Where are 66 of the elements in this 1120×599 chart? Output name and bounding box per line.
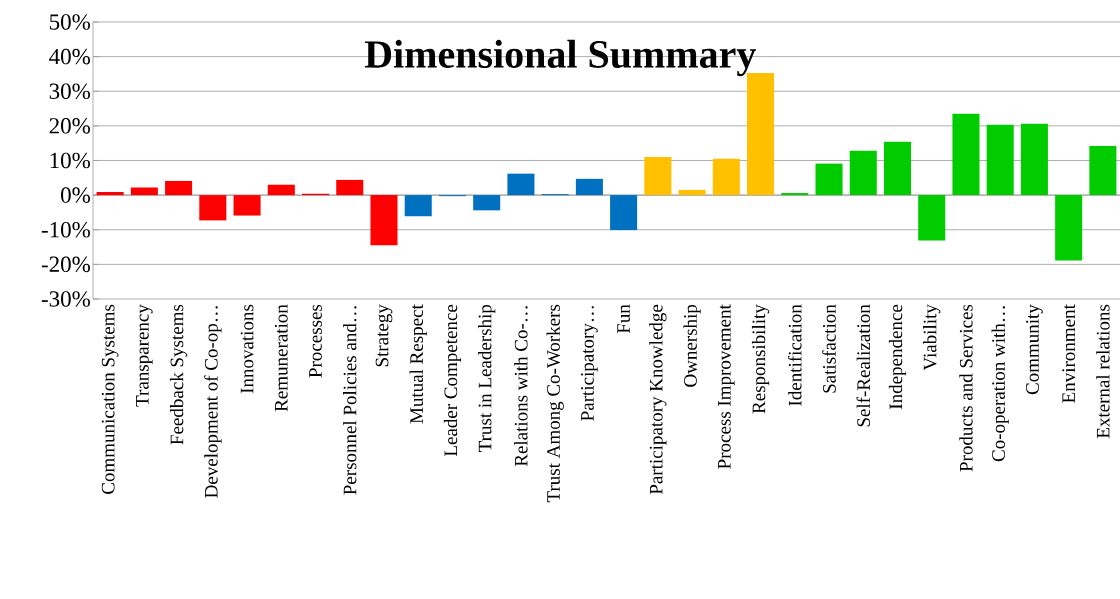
x-tick-label: Trust Among Co-Workers	[546, 304, 564, 503]
x-tick-label: Independence	[888, 304, 907, 409]
y-tick-label: -20%	[41, 256, 91, 273]
x-tick-label: Process Improvement	[718, 304, 735, 469]
bar	[644, 157, 672, 196]
x-tick-label: Satisfaction	[822, 304, 836, 393]
x-tick-label: Processes	[309, 304, 322, 378]
x-tick-label: Participatory…	[581, 306, 598, 421]
bar	[986, 124, 1014, 196]
x-tick-label: Ownership	[683, 304, 701, 387]
x-tick-label: Transparency	[136, 304, 153, 407]
x-tick-label: Environment	[1062, 304, 1076, 403]
bar	[781, 193, 809, 196]
x-tick-label: Co-operation with…	[991, 306, 1009, 462]
x-tick-label: Communication Systems	[101, 304, 119, 494]
bar	[473, 195, 501, 211]
bar	[233, 195, 261, 216]
bar	[96, 192, 124, 196]
x-tick-label: Personnel Policies and…	[343, 306, 357, 495]
y-tick-label: 0%	[61, 187, 91, 203]
x-tick-label: Responsibility	[751, 304, 770, 414]
bar	[336, 179, 364, 196]
y-tick-label: 30%	[49, 83, 91, 100]
bar	[815, 163, 843, 196]
bar	[883, 141, 912, 196]
x-tick-label: Identification	[788, 304, 802, 406]
bar	[712, 158, 740, 196]
bar	[849, 150, 877, 196]
x-tick-label: Community	[1026, 304, 1043, 395]
y-tick-label: 50%	[50, 14, 91, 30]
bar	[1089, 145, 1117, 196]
x-tick-label: Remuneration	[274, 304, 288, 412]
x-tick-label: Trust in Leadership	[478, 304, 496, 452]
bar	[507, 173, 535, 196]
x-tick-label: Feedback Systems	[169, 304, 188, 445]
x-tick-label: Development of Co-op…	[204, 306, 222, 498]
bar	[267, 184, 295, 196]
bar	[165, 180, 193, 196]
x-tick-label: Viability	[923, 304, 941, 371]
bar	[370, 195, 398, 246]
bar	[1020, 123, 1048, 196]
x-tick-label: Strategy	[375, 304, 393, 367]
bar	[404, 195, 432, 217]
x-tick-label: Self-Realization	[856, 304, 871, 427]
x-tick-label: Mutual Respect	[409, 304, 427, 424]
y-tick-label: -30%	[41, 291, 91, 307]
bar	[1055, 195, 1083, 261]
x-tick-label: Relations with Co-…	[514, 306, 528, 467]
bar	[575, 178, 603, 196]
x-tick-label: Products and Services	[959, 304, 973, 472]
y-tick-label: 10%	[50, 152, 91, 169]
y-tick-label: 40%	[49, 48, 91, 65]
chart-title: Dimensional Summary	[364, 39, 756, 77]
y-tick-label: -10%	[41, 221, 91, 238]
bar	[610, 195, 638, 231]
x-tick-label: Participatory Knowledge	[649, 304, 667, 495]
bar	[678, 189, 706, 196]
y-tick-label: 20%	[49, 118, 91, 134]
x-tick-label: External relations	[1096, 304, 1110, 439]
bar	[952, 113, 980, 196]
bar	[130, 187, 158, 196]
bar	[918, 195, 946, 241]
x-tick-label: Innovations	[240, 304, 254, 394]
x-tick-label: Leader Competence	[443, 304, 462, 457]
x-tick-label: Fun	[617, 304, 630, 334]
bar	[199, 195, 227, 221]
